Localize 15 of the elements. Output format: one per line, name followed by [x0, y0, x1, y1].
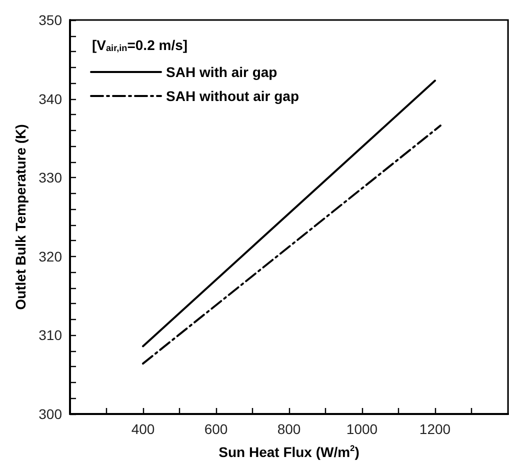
x-tick-label: 800 [277, 421, 301, 437]
x-tick-label: 600 [204, 421, 228, 437]
y-tick-label: 330 [38, 170, 62, 186]
y-tick-label: 340 [38, 90, 62, 107]
x-tick-label: 1200 [419, 421, 451, 437]
x-tick-label: 400 [131, 421, 155, 437]
y-tick-label: 350 [38, 12, 62, 28]
y-tick-label: 300 [38, 406, 62, 422]
y-tick-label: 310 [38, 327, 62, 344]
x-tick-label: 1000 [346, 421, 378, 437]
y-axis-title: Outlet Bulk Temperature (K) [12, 124, 29, 310]
legend-label: SAH without air gap [166, 88, 299, 104]
annotation: [Vair,in=0.2 m/s] [92, 37, 188, 53]
legend-label: SAH with air gap [166, 64, 278, 80]
y-tick-label: 320 [38, 248, 62, 264]
